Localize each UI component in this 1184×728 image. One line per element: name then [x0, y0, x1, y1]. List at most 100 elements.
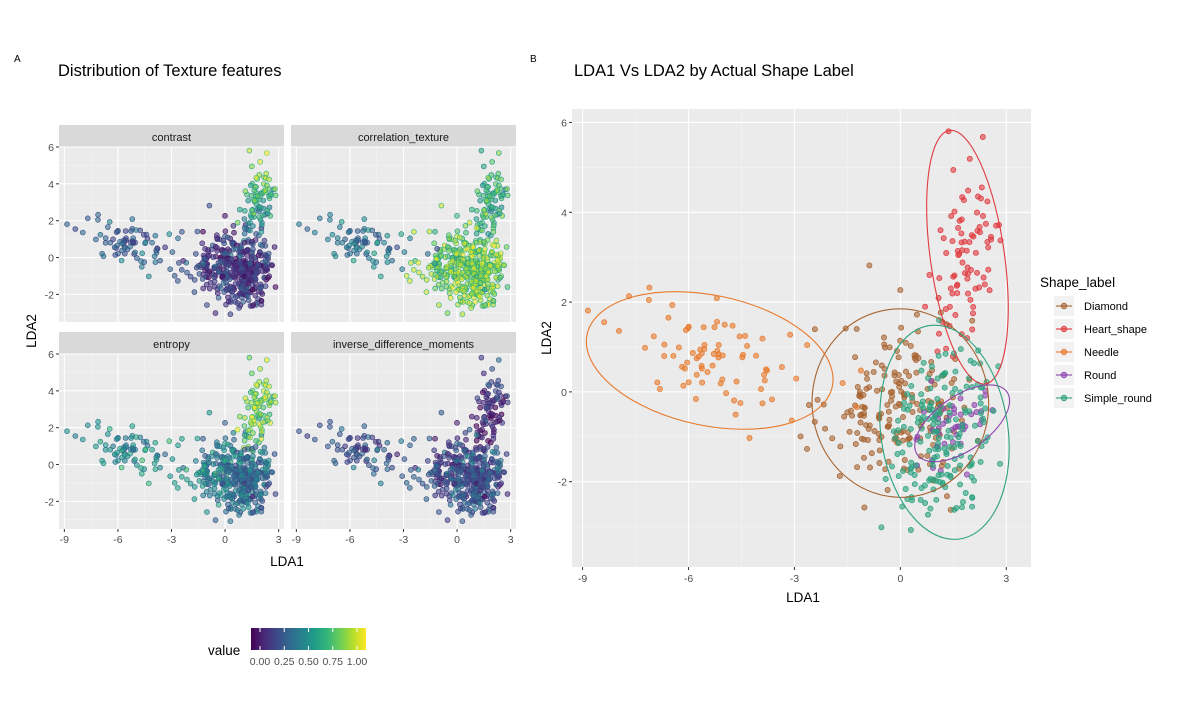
data-point — [443, 265, 450, 272]
data-point — [246, 147, 253, 154]
data-point — [254, 193, 261, 199]
data-point — [253, 174, 260, 181]
panel-tag-a: A — [14, 54, 21, 65]
facet-strip-label: inverse_difference_moments — [333, 339, 475, 351]
data-point — [269, 469, 275, 476]
data-point — [263, 170, 270, 177]
data-point — [431, 447, 437, 454]
data-point-simple-round — [953, 504, 960, 511]
data-point — [327, 424, 333, 430]
data-point — [371, 250, 377, 257]
data-point-needle — [742, 332, 749, 339]
data-point — [369, 227, 375, 234]
data-point — [112, 252, 119, 258]
data-point — [260, 212, 266, 218]
data-point — [272, 393, 278, 399]
data-point — [245, 480, 252, 486]
data-point-diamond — [853, 325, 860, 332]
data-point — [112, 459, 119, 465]
data-point — [114, 242, 121, 249]
data-point — [110, 236, 116, 243]
data-point — [423, 496, 430, 502]
data-point — [241, 437, 248, 444]
data-point — [453, 496, 459, 502]
data-point — [334, 442, 341, 448]
facet-strip — [59, 125, 284, 147]
data-point — [199, 240, 205, 247]
data-point — [325, 236, 331, 243]
data-point — [254, 400, 261, 406]
data-point — [487, 263, 493, 269]
data-point — [266, 176, 272, 183]
data-point — [200, 228, 206, 235]
x-tick-label: 3 — [276, 534, 282, 546]
data-point — [480, 421, 487, 427]
data-point — [478, 147, 485, 154]
data-point — [497, 250, 504, 257]
data-point — [438, 475, 445, 482]
data-point-diamond — [876, 460, 883, 466]
data-point — [64, 221, 70, 227]
data-point — [247, 434, 253, 441]
data-point — [345, 436, 352, 442]
data-point — [416, 476, 422, 483]
data-point — [138, 465, 144, 471]
data-point — [218, 285, 224, 291]
data-point — [504, 186, 510, 192]
data-point-needle — [710, 351, 717, 357]
data-point-heart-shape — [922, 303, 929, 310]
data-point-heart-shape — [943, 250, 950, 256]
data-point-simple-round — [959, 425, 966, 432]
data-point — [146, 480, 152, 487]
data-point-needle — [715, 351, 722, 358]
data-point — [494, 187, 500, 193]
panel-tag-b: B — [530, 54, 537, 65]
data-point-simple-round — [935, 446, 942, 453]
data-point-needle — [700, 324, 707, 331]
data-point-heart-shape — [964, 275, 971, 282]
data-point-diamond — [895, 354, 902, 361]
data-point — [175, 278, 181, 284]
data-point — [384, 259, 391, 265]
data-point-diamond — [906, 435, 913, 442]
data-point-simple-round — [902, 486, 909, 492]
data-point — [498, 176, 504, 183]
data-point — [428, 478, 435, 484]
data-point — [403, 480, 410, 486]
data-point — [72, 433, 79, 439]
data-point-needle — [601, 319, 608, 326]
data-point-simple-round — [927, 385, 934, 392]
data-point — [203, 488, 210, 495]
data-point — [97, 231, 104, 238]
data-point — [214, 497, 221, 503]
data-point-simple-round — [957, 443, 964, 450]
data-point — [432, 492, 438, 499]
data-point — [438, 285, 445, 292]
data-point-simple-round — [943, 433, 950, 440]
data-point-simple-round — [895, 473, 902, 480]
facet-panel — [291, 146, 516, 322]
data-point-simple-round — [917, 496, 924, 503]
data-point — [202, 246, 208, 252]
data-point — [482, 223, 488, 229]
data-point — [473, 278, 480, 284]
data-point — [316, 422, 323, 429]
data-point — [437, 481, 444, 488]
data-point — [485, 269, 492, 276]
data-point — [504, 192, 511, 199]
facet-strip — [291, 125, 516, 147]
data-point — [184, 476, 190, 483]
data-point — [249, 163, 255, 170]
data-point — [492, 475, 498, 482]
data-point — [214, 455, 220, 461]
data-point — [205, 274, 212, 281]
data-point-diamond — [951, 376, 958, 383]
legend-label-diamond: Diamond — [1084, 301, 1128, 313]
data-point — [268, 192, 274, 198]
data-point — [452, 237, 459, 244]
data-point-simple-round — [894, 451, 901, 457]
data-point — [449, 258, 456, 264]
data-point — [241, 230, 248, 237]
data-point-diamond — [897, 287, 904, 294]
data-point — [423, 484, 430, 490]
